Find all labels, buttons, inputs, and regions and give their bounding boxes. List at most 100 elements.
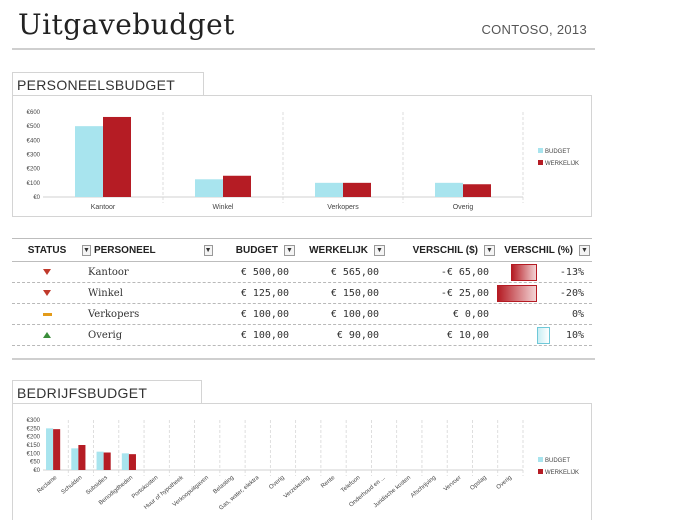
bar-budget[interactable] <box>315 182 343 197</box>
pct-value: 0% <box>571 308 584 320</box>
diff-cell: € 0,00 <box>452 308 489 320</box>
x-tick-label: Reclame <box>36 475 59 495</box>
pct-value: 10% <box>565 329 584 341</box>
bar-werkelijk[interactable] <box>103 116 131 197</box>
personnel-chart-svg: €0 €100 €200 €300 €400 €500 €600 Kantoor Winkel V… <box>27 110 579 211</box>
y-tick-label: €300 <box>27 153 41 159</box>
x-tick-label: Vervoer <box>443 475 463 493</box>
x-tick-label: Overig <box>496 475 513 491</box>
header-status-label: STATUS <box>27 244 67 256</box>
legend-label: WERKELIJK <box>545 470 579 476</box>
bar-werkelijk[interactable] <box>128 454 136 470</box>
bar-werkelijk[interactable] <box>78 445 86 470</box>
table-row[interactable]: Verkopers € 100,00 € 100,00 € 0,00 0% <box>12 304 592 325</box>
y-tick-label: €0 <box>33 195 40 201</box>
personnel-section-tab: PERSONEELSBUDGET <box>12 72 204 96</box>
bar-budget[interactable] <box>75 126 103 197</box>
table-header: STATUS ▼ PERSONEEL ▼ BUDGET ▼ WERKELIJK … <box>12 238 592 262</box>
filter-icon[interactable]: ▼ <box>484 244 495 256</box>
budget-cell: € 100,00 <box>240 329 289 341</box>
filter-icon[interactable]: ▼ <box>82 244 91 256</box>
x-tick-label: Rente <box>320 475 337 490</box>
legend-label: BUDGET <box>545 458 570 464</box>
header-diff-label: VERSCHIL ($) <box>412 244 478 256</box>
y-tick-label: €150 <box>27 443 41 449</box>
bar-budget[interactable] <box>121 453 129 470</box>
x-tick-label: Overig <box>453 204 474 211</box>
y-tick-label: €300 <box>27 418 41 424</box>
table-row[interactable]: Winkel € 125,00 € 150,00 -€ 25,00 -20% <box>12 283 592 304</box>
y-tick-label: €0 <box>33 468 40 474</box>
status-cell <box>12 283 82 303</box>
bar-werkelijk[interactable] <box>343 182 371 197</box>
x-tick-label: Afschrijving <box>410 475 437 499</box>
business-section-tab: BEDRIJFSBUDGET <box>12 380 202 404</box>
status-up-icon <box>43 332 51 338</box>
x-tick-label: Opslag <box>469 475 487 492</box>
x-tick-label: Telefoon <box>340 475 361 494</box>
legend-label: BUDGET <box>545 149 570 155</box>
header-actual[interactable]: WERKELIJK ▼ <box>297 239 387 261</box>
filter-icon[interactable]: ▼ <box>579 244 590 256</box>
business-section-title: BEDRIJFSBUDGET <box>17 385 148 401</box>
pct-databar <box>537 327 551 344</box>
name-cell: Overig <box>88 329 123 341</box>
pct-databar <box>511 264 537 281</box>
bar-werkelijk[interactable] <box>53 429 61 470</box>
legend-swatch <box>538 160 543 165</box>
bar-budget[interactable] <box>71 448 79 470</box>
header-budget[interactable]: BUDGET ▼ <box>212 239 297 261</box>
bar-werkelijk[interactable] <box>223 175 251 197</box>
legend-swatch <box>538 148 543 153</box>
bar-budget[interactable] <box>435 182 463 197</box>
pct-value: -20% <box>559 287 584 299</box>
y-tick-label: €250 <box>27 426 41 432</box>
company-label: CONTOSO, 2013 <box>481 22 587 37</box>
x-tick-label: Verkopers <box>327 204 359 211</box>
name-cell: Verkopers <box>88 308 140 320</box>
filter-icon[interactable]: ▼ <box>284 244 295 256</box>
x-tick-label: Belasting <box>212 475 235 495</box>
header-pct-label: VERSCHIL (%) <box>504 244 573 256</box>
business-chart[interactable]: €0 €50 €100 €150 €200 €250 €300 Reclame Schulden… <box>12 403 592 520</box>
pct-cell: -13% <box>497 262 592 282</box>
y-tick-label: €100 <box>27 451 41 457</box>
bar-budget[interactable] <box>195 179 223 197</box>
diff-cell: -€ 65,00 <box>440 266 489 278</box>
pct-cell: 0% <box>497 304 592 324</box>
filter-icon[interactable]: ▼ <box>374 244 385 256</box>
bar-budget[interactable] <box>46 428 54 470</box>
status-cell <box>12 304 82 324</box>
page-title: Uitgavebudget <box>18 8 235 41</box>
name-cell: Winkel <box>88 287 123 299</box>
legend-label: WERKELIJK <box>545 161 579 167</box>
name-cell: Kantoor <box>88 266 129 278</box>
bar-werkelijk[interactable] <box>103 452 111 471</box>
actual-cell: € 90,00 <box>336 329 379 341</box>
header-pct[interactable]: VERSCHIL (%) ▼ <box>497 239 592 261</box>
y-tick-label: €500 <box>27 124 41 130</box>
pct-cell: 10% <box>497 325 592 345</box>
legend-swatch <box>538 469 543 474</box>
table-row[interactable]: Kantoor € 500,00 € 565,00 -€ 65,00 -13% <box>12 262 592 283</box>
status-cell <box>12 325 82 345</box>
status-cell <box>12 262 82 282</box>
x-tick-label: Winkel <box>212 204 233 211</box>
personnel-table: STATUS ▼ PERSONEEL ▼ BUDGET ▼ WERKELIJK … <box>12 238 592 346</box>
status-flat-icon <box>42 312 52 316</box>
header-status[interactable]: STATUS <box>12 239 82 261</box>
x-tick-label: Verzekering <box>283 475 311 500</box>
pct-value: -13% <box>559 266 584 278</box>
personnel-chart[interactable]: €0 €100 €200 €300 €400 €500 €600 Kantoor Winkel V… <box>12 95 592 217</box>
y-tick-label: €600 <box>27 110 41 116</box>
x-tick-label: Kantoor <box>91 204 116 211</box>
diff-cell: € 10,00 <box>446 329 489 341</box>
bar-werkelijk[interactable] <box>463 184 491 197</box>
status-down-icon <box>43 290 51 296</box>
filter-icon[interactable]: ▼ <box>203 244 213 256</box>
header-diff[interactable]: VERSCHIL ($) ▼ <box>387 239 497 261</box>
table-row[interactable]: Overig € 100,00 € 90,00 € 10,00 10% <box>12 325 592 346</box>
bar-budget[interactable] <box>96 451 104 470</box>
header-name[interactable]: ▼ PERSONEEL ▼ <box>82 239 213 261</box>
header-budget-label: BUDGET <box>235 244 278 256</box>
